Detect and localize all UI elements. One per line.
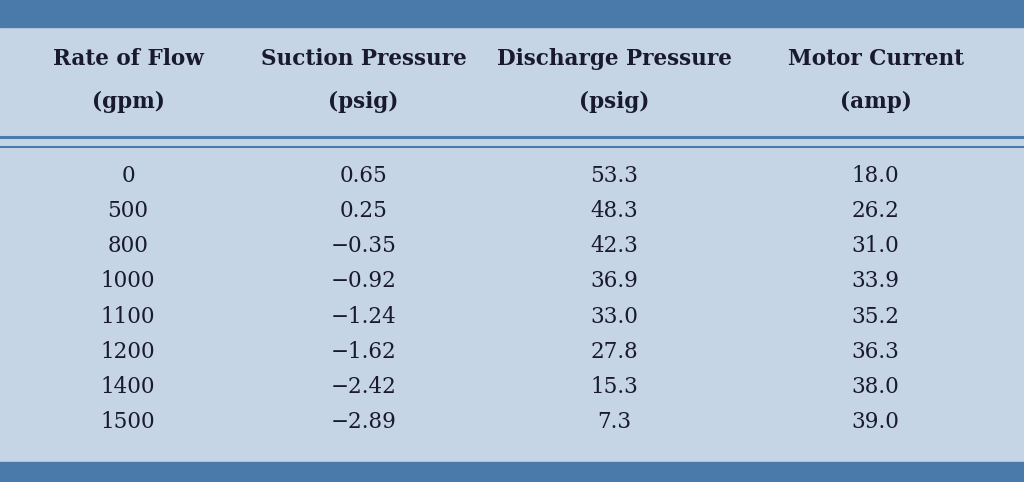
Text: −2.42: −2.42 bbox=[331, 376, 396, 398]
Text: 39.0: 39.0 bbox=[852, 411, 899, 433]
Text: 1000: 1000 bbox=[100, 270, 156, 293]
Text: Suction Pressure: Suction Pressure bbox=[261, 48, 466, 70]
Text: 7.3: 7.3 bbox=[597, 411, 632, 433]
Text: 36.3: 36.3 bbox=[852, 341, 899, 363]
Text: 36.9: 36.9 bbox=[591, 270, 638, 293]
Text: 1500: 1500 bbox=[100, 411, 156, 433]
Text: 27.8: 27.8 bbox=[591, 341, 638, 363]
Text: 0.65: 0.65 bbox=[340, 165, 387, 187]
Text: (psig): (psig) bbox=[329, 92, 398, 113]
Text: 33.0: 33.0 bbox=[591, 306, 638, 328]
Text: 53.3: 53.3 bbox=[591, 165, 638, 187]
Text: Rate of Flow: Rate of Flow bbox=[52, 48, 204, 70]
Text: −2.89: −2.89 bbox=[331, 411, 396, 433]
Text: 26.2: 26.2 bbox=[852, 200, 899, 222]
Text: 18.0: 18.0 bbox=[852, 165, 899, 187]
Text: (psig): (psig) bbox=[580, 92, 649, 113]
Text: Discharge Pressure: Discharge Pressure bbox=[497, 48, 732, 70]
Text: 800: 800 bbox=[108, 235, 148, 257]
Text: 0.25: 0.25 bbox=[340, 200, 387, 222]
Text: −1.62: −1.62 bbox=[331, 341, 396, 363]
Text: −1.24: −1.24 bbox=[331, 306, 396, 328]
Text: −0.35: −0.35 bbox=[331, 235, 396, 257]
Text: 1100: 1100 bbox=[100, 306, 156, 328]
Text: 48.3: 48.3 bbox=[591, 200, 638, 222]
Text: 15.3: 15.3 bbox=[591, 376, 638, 398]
Bar bbox=[0, 462, 1024, 482]
Text: 500: 500 bbox=[108, 200, 148, 222]
Text: 1200: 1200 bbox=[100, 341, 156, 363]
Text: 1400: 1400 bbox=[100, 376, 156, 398]
Text: 35.2: 35.2 bbox=[852, 306, 899, 328]
Text: 33.9: 33.9 bbox=[852, 270, 899, 293]
Text: (amp): (amp) bbox=[840, 92, 911, 113]
Text: (gpm): (gpm) bbox=[91, 92, 165, 113]
Text: 38.0: 38.0 bbox=[852, 376, 899, 398]
Text: Motor Current: Motor Current bbox=[787, 48, 964, 70]
Text: −0.92: −0.92 bbox=[331, 270, 396, 293]
Text: 42.3: 42.3 bbox=[591, 235, 638, 257]
Text: 31.0: 31.0 bbox=[852, 235, 899, 257]
Text: 0: 0 bbox=[121, 165, 135, 187]
Bar bbox=[0, 0, 1024, 27]
